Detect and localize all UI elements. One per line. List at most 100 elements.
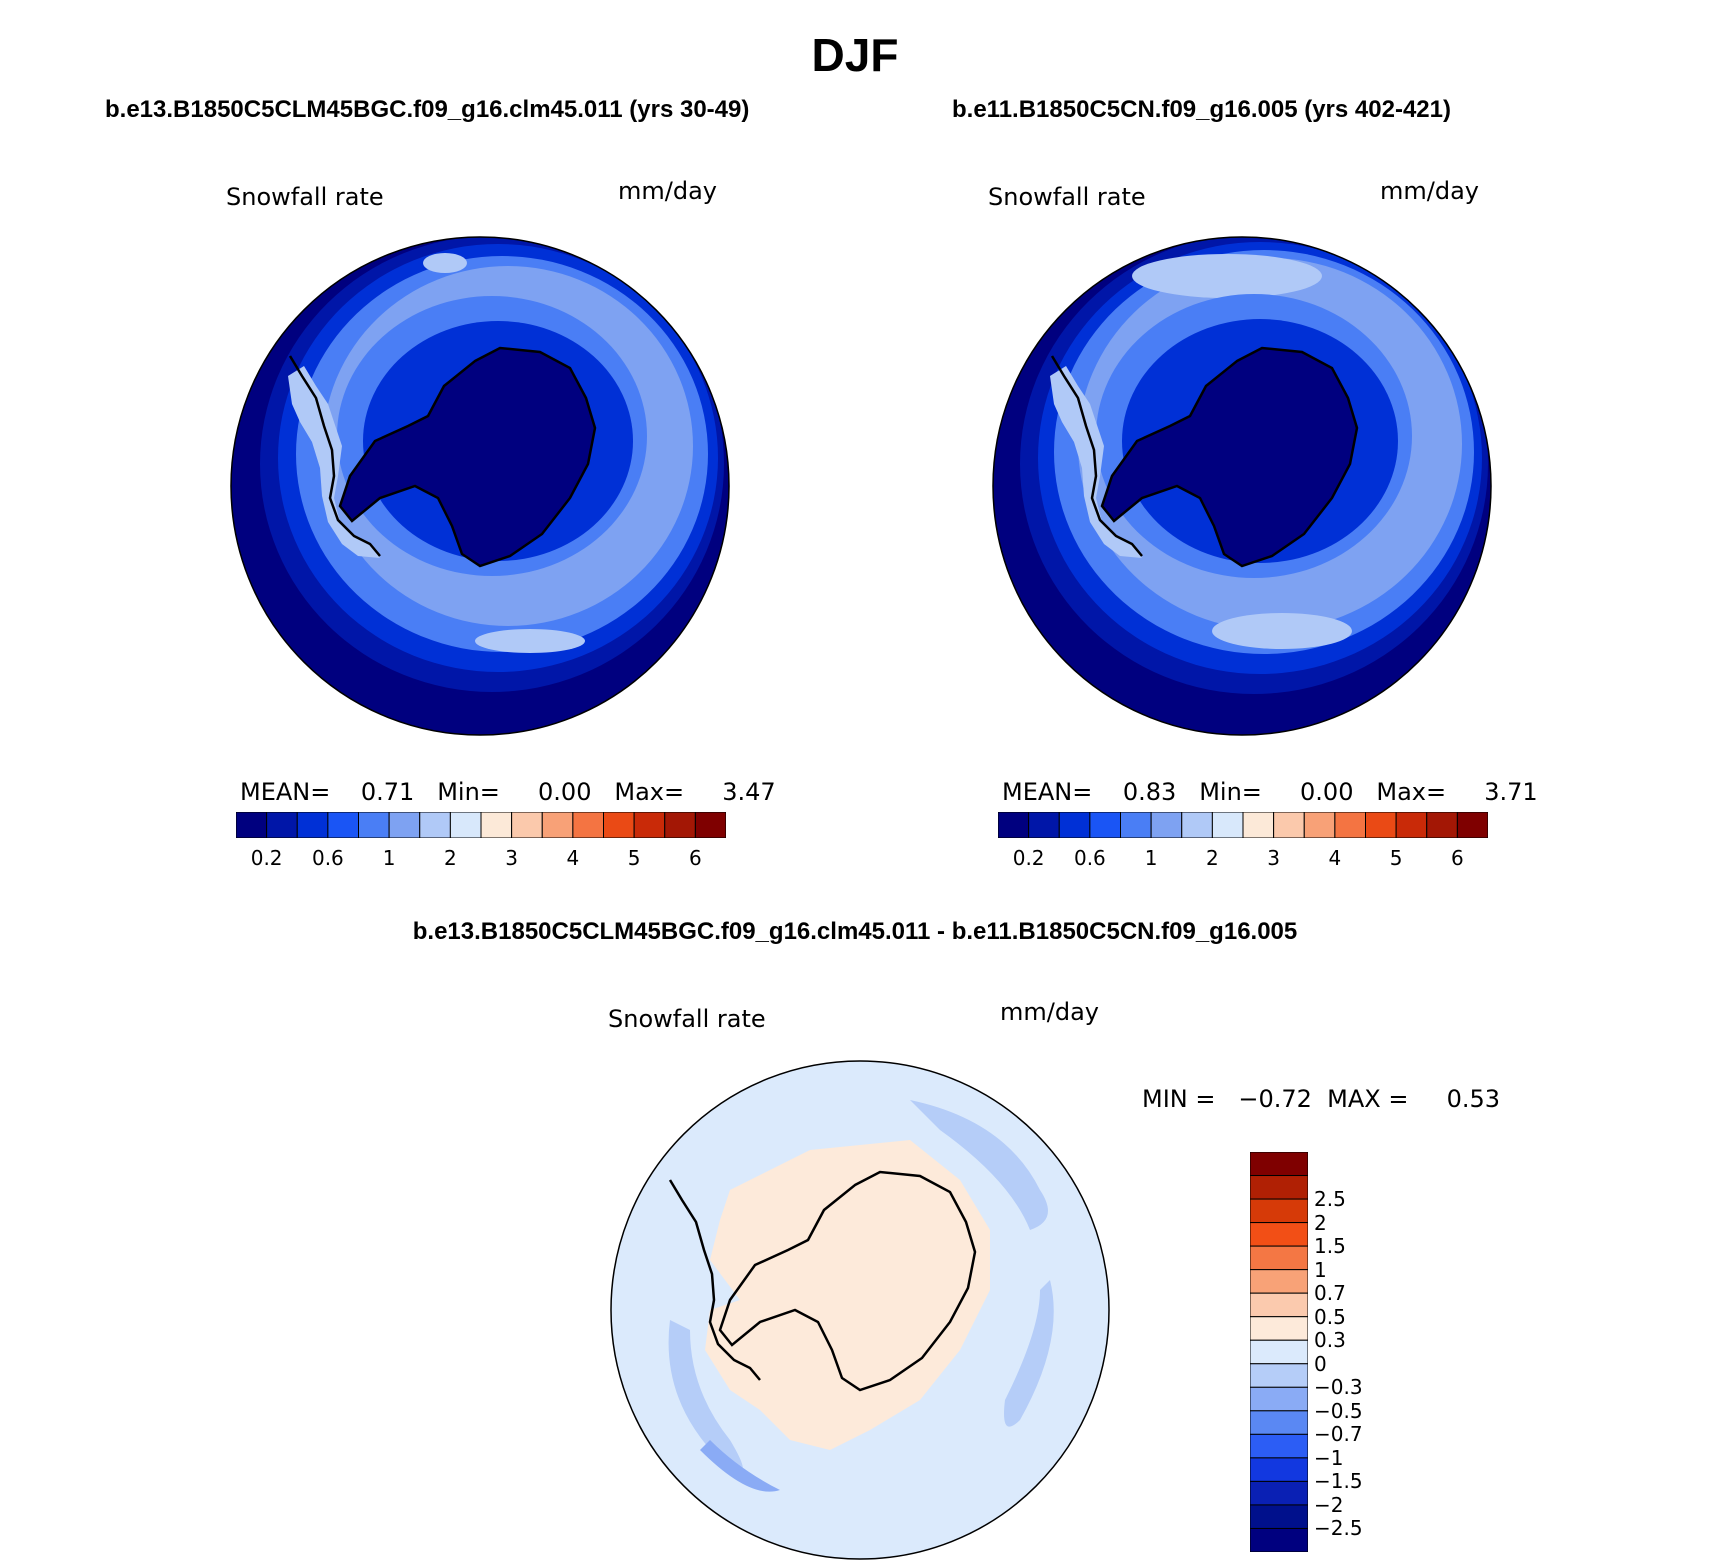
colorbar-swatch bbox=[1181, 812, 1213, 838]
colorbar-swatch bbox=[358, 812, 390, 838]
panel1-field-patch2 bbox=[475, 629, 585, 653]
panel2-coastline bbox=[1050, 346, 1359, 568]
diff-colorbar-swatch bbox=[1250, 1175, 1308, 1200]
colorbar-swatch bbox=[236, 812, 268, 838]
colorbar-swatch bbox=[419, 812, 451, 838]
panel2-units-label: mm/day bbox=[1380, 177, 1479, 205]
cb-tick: 3 bbox=[505, 846, 518, 870]
cb-tick: 4 bbox=[566, 846, 580, 870]
cb-diff-tick: −2.5 bbox=[1314, 1516, 1363, 1541]
colorbar-swatch bbox=[1242, 812, 1275, 838]
panel1-units-label: mm/day bbox=[618, 177, 717, 205]
colorbar-swatch bbox=[1456, 812, 1488, 838]
diff-colorbar-swatch bbox=[1250, 1152, 1308, 1177]
diff-field-negative-core bbox=[700, 1440, 780, 1492]
cb-diff-tick: −1.5 bbox=[1314, 1469, 1363, 1494]
colorbar-swatch bbox=[1273, 812, 1305, 838]
diff-units-label: mm/day bbox=[1000, 998, 1099, 1026]
diff-colorbar-swatch bbox=[1250, 1198, 1308, 1224]
cb-tick: 0.2 bbox=[1012, 846, 1045, 870]
panel2-stats: MEAN= 0.83 Min= 0.00 Max= 3.71 bbox=[1002, 778, 1538, 806]
panel1-map-border bbox=[230, 236, 730, 736]
panel1-field-interior bbox=[340, 348, 595, 566]
diff-colorbar-swatch bbox=[1250, 1386, 1308, 1412]
panel1-stats: MEAN= 0.71 Min= 0.00 Max= 3.47 bbox=[240, 778, 776, 806]
panel2-field-interior bbox=[1102, 348, 1357, 566]
diff-colorbar-swatch bbox=[1250, 1222, 1308, 1247]
diff-colorbar bbox=[1250, 1152, 1308, 1552]
cb-diff-tick: −1 bbox=[1314, 1445, 1344, 1470]
cb-tick: 6 bbox=[689, 846, 702, 870]
diff-minmax: MIN = −0.72 MAX = 0.53 bbox=[1142, 1085, 1501, 1113]
colorbar-swatch bbox=[541, 812, 574, 838]
cb-tick: 3 bbox=[1267, 846, 1280, 870]
colorbar-swatch bbox=[388, 812, 421, 838]
colorbar-swatch bbox=[1303, 812, 1336, 838]
cb-diff-tick: 1.5 bbox=[1314, 1234, 1346, 1259]
diff-colorbar-swatch bbox=[1250, 1363, 1308, 1388]
cb-diff-tick: 2 bbox=[1314, 1210, 1327, 1235]
colorbar-swatch bbox=[1426, 812, 1458, 838]
colorbar-swatch bbox=[480, 812, 513, 838]
diff-field-negative-patch bbox=[668, 1320, 743, 1472]
diff-colorbar-swatch bbox=[1250, 1457, 1308, 1482]
panel1-field-patch bbox=[423, 253, 467, 273]
cb-diff-tick: 0.5 bbox=[1314, 1304, 1346, 1329]
colorbar-swatch bbox=[1211, 812, 1244, 838]
cb-tick: 6 bbox=[1451, 846, 1464, 870]
cb-diff-tick: −2 bbox=[1314, 1492, 1344, 1517]
diff-colorbar-ticks: 2.5 2 1.5 1 0.7 0.5 0.3 0 −0.3 −0.5 −0.7… bbox=[1308, 1152, 1388, 1552]
colorbar-swatch bbox=[664, 812, 696, 838]
panel2-map-border bbox=[992, 236, 1492, 736]
colorbar-swatch bbox=[572, 812, 604, 838]
diff-colorbar-swatch bbox=[1250, 1410, 1308, 1435]
colorbar-swatch bbox=[266, 812, 298, 838]
diff-colorbar-swatch bbox=[1250, 1316, 1308, 1341]
diff-field-negative-patch bbox=[1004, 1280, 1054, 1427]
colorbar-swatch bbox=[1150, 812, 1183, 838]
colorbar-swatch bbox=[327, 812, 359, 838]
cb-diff-tick: −0.7 bbox=[1314, 1422, 1363, 1447]
figure-title: DJF bbox=[811, 29, 899, 81]
cb-diff-tick: −0.5 bbox=[1314, 1398, 1363, 1423]
cb-diff-tick: 1 bbox=[1314, 1257, 1327, 1282]
colorbar-swatch bbox=[1120, 812, 1152, 838]
cb-tick: 0.6 bbox=[1073, 846, 1106, 870]
panel2-colorbar-ticks: 0.2 0.6 1 2 3 4 5 6 bbox=[998, 846, 1488, 874]
colorbar-swatch bbox=[1365, 812, 1397, 838]
cb-tick: 2 bbox=[1206, 846, 1219, 870]
cb-tick: 2 bbox=[444, 846, 457, 870]
cb-diff-tick: 2.5 bbox=[1314, 1187, 1346, 1212]
colorbar-swatch bbox=[511, 812, 543, 838]
panel1-colorbar bbox=[236, 812, 726, 838]
panel1-map bbox=[230, 236, 730, 736]
diff-colorbar-swatch bbox=[1250, 1269, 1308, 1294]
diff-colorbar-swatch bbox=[1250, 1339, 1308, 1365]
cb-tick: 1 bbox=[1144, 846, 1158, 870]
colorbar-swatch bbox=[1089, 812, 1121, 838]
cb-diff-tick: −0.3 bbox=[1314, 1375, 1363, 1400]
colorbar-swatch bbox=[694, 812, 726, 838]
colorbar-swatch bbox=[1058, 812, 1091, 838]
diff-field-positive bbox=[705, 1140, 990, 1450]
diff-colorbar-swatch bbox=[1250, 1433, 1308, 1459]
cb-tick: 1 bbox=[382, 846, 396, 870]
colorbar-swatch bbox=[633, 812, 666, 838]
diff-colorbar-swatch bbox=[1250, 1504, 1308, 1529]
diff-colorbar-swatch bbox=[1250, 1245, 1308, 1271]
panel2-field-patch bbox=[1132, 254, 1322, 298]
colorbar-swatch bbox=[296, 812, 329, 838]
panel2-variable-label: Snowfall rate bbox=[988, 183, 1146, 211]
panel1-case-title: b.e13.B1850C5CLM45BGC.f09_g16.clm45.011 … bbox=[105, 96, 750, 123]
colorbar-swatch bbox=[1395, 812, 1428, 838]
diff-map bbox=[610, 1060, 1110, 1560]
cb-diff-tick: 0 bbox=[1314, 1351, 1327, 1376]
colorbar-swatch bbox=[449, 812, 482, 838]
diff-colorbar-swatch bbox=[1250, 1527, 1308, 1552]
colorbar-swatch bbox=[1334, 812, 1366, 838]
diff-coastline bbox=[668, 1170, 977, 1392]
cb-tick: 5 bbox=[1389, 846, 1403, 870]
diff-case-title: b.e13.B1850C5CLM45BGC.f09_g16.clm45.011 … bbox=[412, 918, 1298, 945]
diff-colorbar-swatch bbox=[1250, 1480, 1308, 1506]
colorbar-swatch bbox=[998, 812, 1030, 838]
